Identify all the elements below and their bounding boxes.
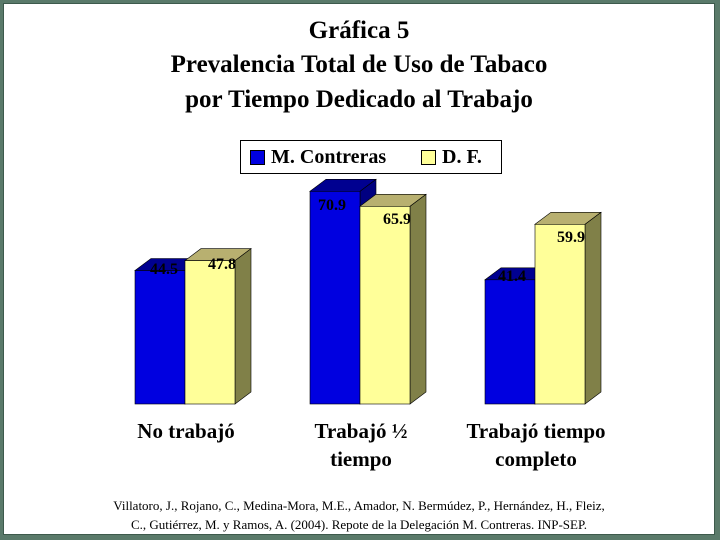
value-label-s2-c1: 47.8 <box>208 256 236 273</box>
chart-title-line-2: Prevalencia Total de Uso de Tabaco <box>170 51 548 78</box>
value-label-s1-c1: 44.5 <box>150 261 178 278</box>
category-label-2-line-1: Trabajó ½ <box>314 419 408 443</box>
category-label-3-line-2: completo <box>495 447 577 471</box>
value-label-s2-c3: 59.9 <box>557 229 585 246</box>
chart-frame: Gráfica 5 Prevalencia Total de Uso de Ta… <box>3 3 715 535</box>
value-label-s1-c3: 41.4 <box>498 268 526 285</box>
chart-legend: M. Contreras D. F. <box>240 140 502 174</box>
legend-swatch-series-2 <box>421 150 436 165</box>
bar-s2-c3 <box>534 224 586 405</box>
bar-s1-c1 <box>134 270 186 405</box>
bar-s2-c2-side <box>409 193 427 405</box>
source-citation-line-2: C., Gutiérrez, M. y Ramos, A. (2004). Re… <box>130 517 587 532</box>
category-label-1: No trabajó <box>86 417 286 445</box>
chart-title-line-3: por Tiempo Dedicado al Trabajo <box>185 86 533 113</box>
bar-chart-plot: 44.5 47.8 70.9 65.9 41.4 59.9 <box>134 178 602 405</box>
source-citation-line-1: Villatoro, J., Rojano, C., Medina-Mora, … <box>113 498 605 513</box>
category-label-3-line-1: Trabajó tiempo <box>466 419 606 443</box>
bar-s2-c1-side <box>234 248 252 405</box>
bar-s1-c2 <box>309 191 361 405</box>
legend-swatch-series-1 <box>250 150 265 165</box>
bar-s1-c3 <box>484 279 536 405</box>
source-citation: Villatoro, J., Rojano, C., Medina-Mora, … <box>24 496 694 534</box>
legend-label-series-1: M. Contreras <box>271 146 387 168</box>
bar-s2-c2 <box>359 206 411 405</box>
chart-title-line-1: Gráfica 5 <box>308 17 410 44</box>
bar-s2-c1 <box>184 260 236 405</box>
bar-s2-c3-side <box>584 211 602 405</box>
value-label-s1-c2: 70.9 <box>318 197 346 214</box>
category-label-3: Trabajó tiempo completo <box>436 417 636 473</box>
category-label-2-line-2: tiempo <box>330 447 392 471</box>
legend-label-series-2: D. F. <box>442 146 482 168</box>
category-label-2: Trabajó ½ tiempo <box>261 417 461 473</box>
value-label-s2-c2: 65.9 <box>383 211 411 228</box>
category-label-1-line-1: No trabajó <box>137 419 235 443</box>
